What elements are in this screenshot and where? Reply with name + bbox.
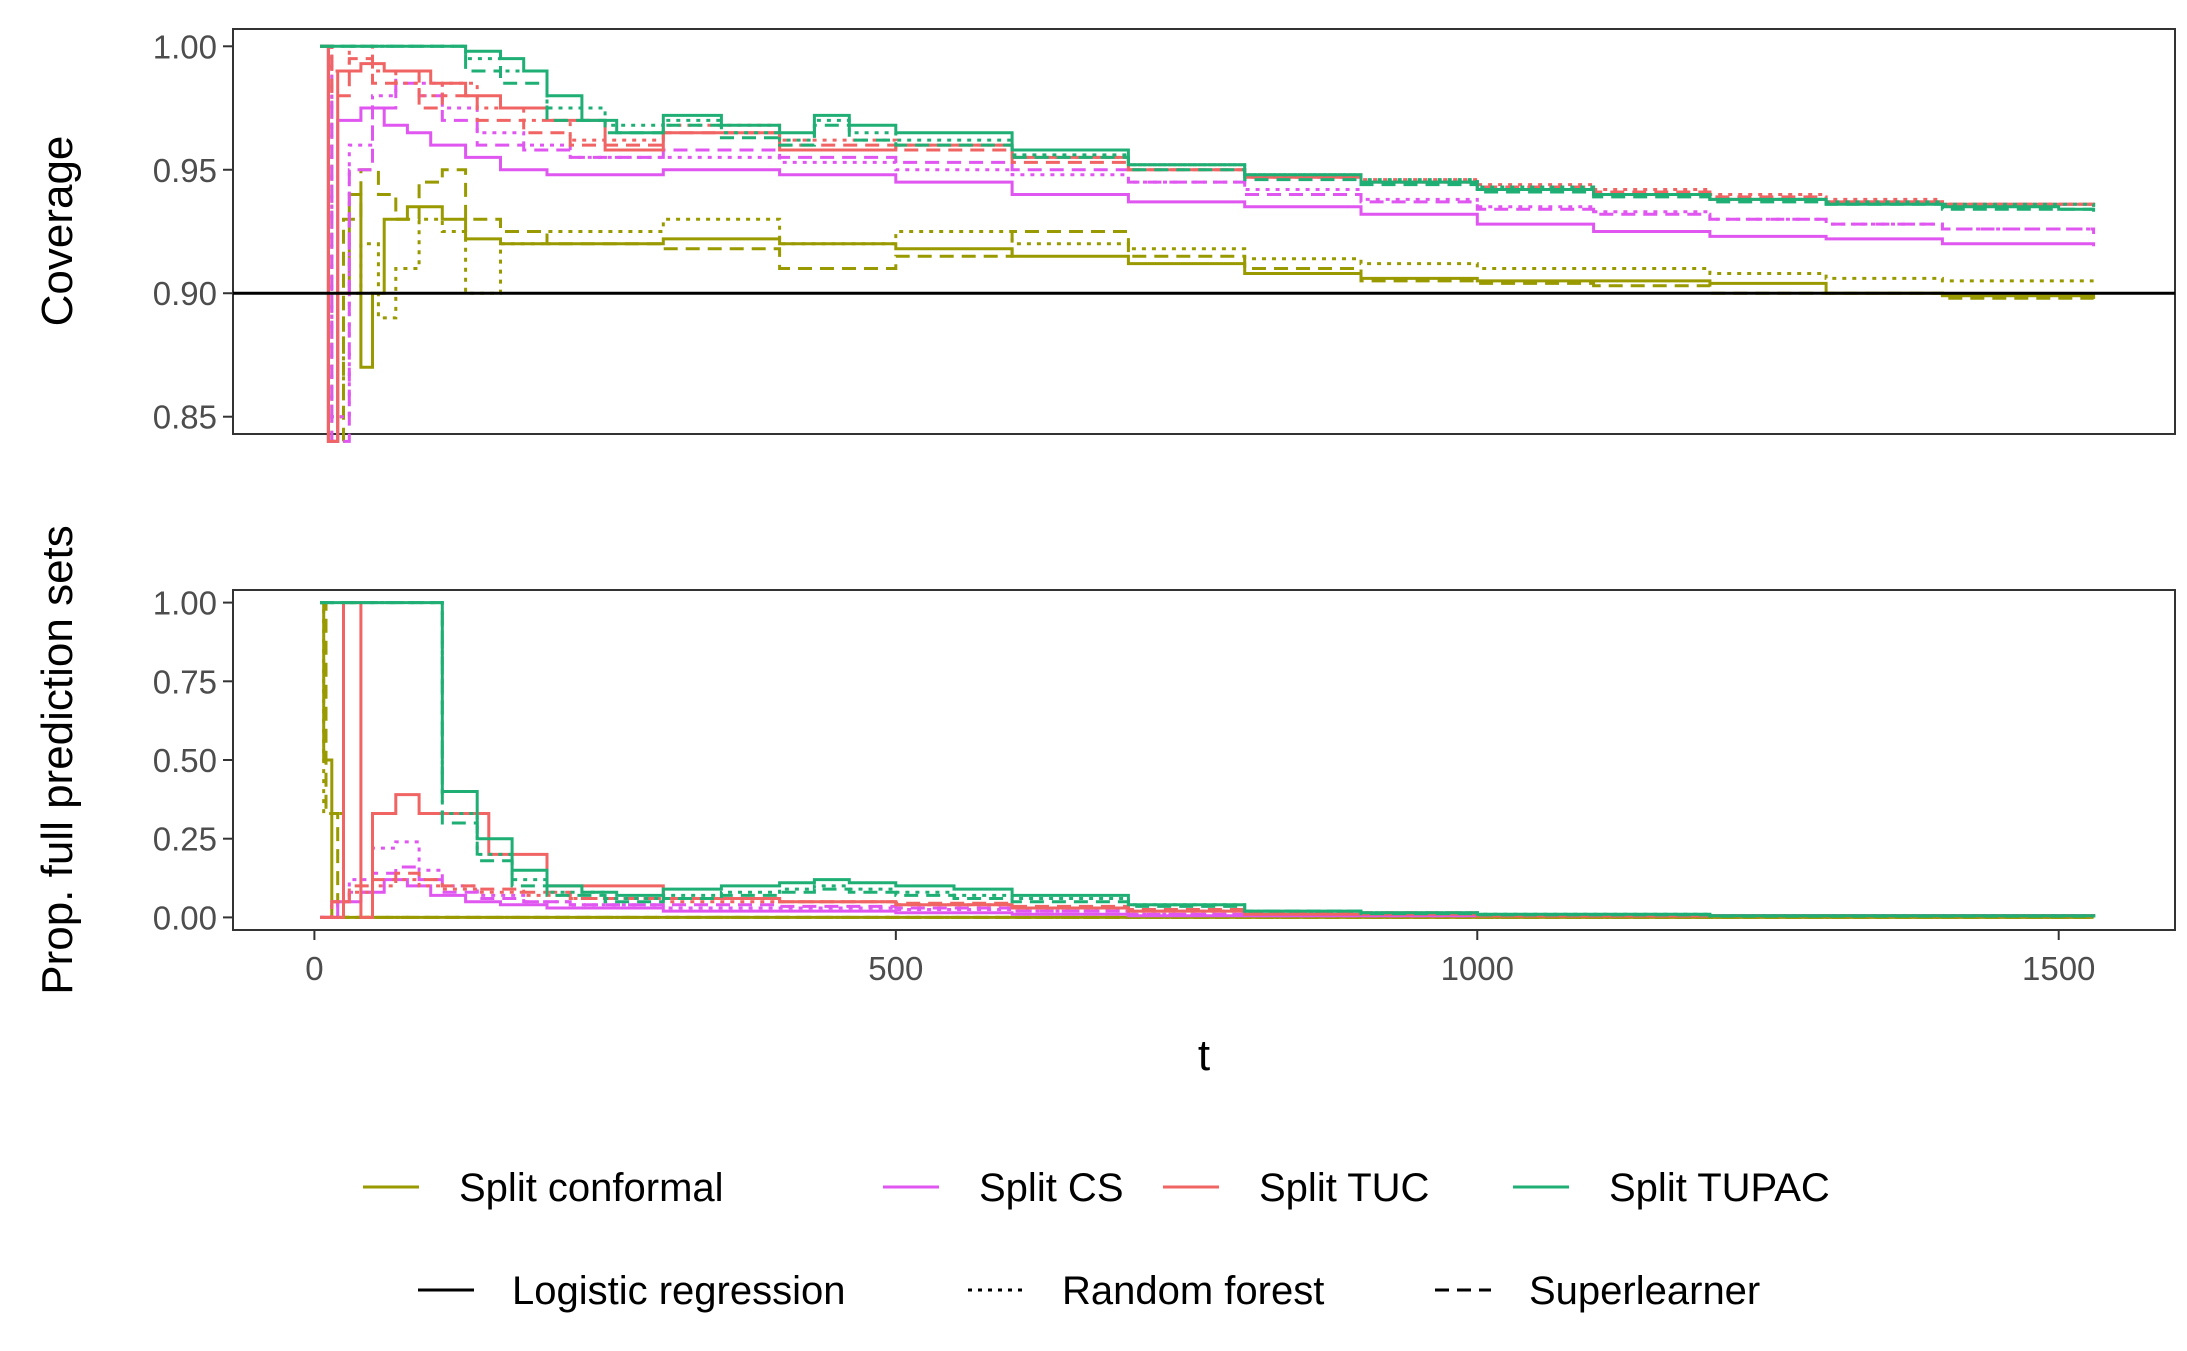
series-line-split-conformal-logistic-regression: [320, 601, 2094, 919]
series-line-split-cs-superlearner: [320, 865, 2096, 919]
y-tick-label: 0.25: [153, 821, 217, 858]
legend-methods: Split conformal Split CS Split TUC Split TU…: [363, 1166, 1830, 1210]
y-tick-label: 0.50: [153, 742, 217, 779]
x-tick-label: 1500: [2022, 950, 2095, 987]
x-tick-label: 500: [868, 950, 923, 987]
x-tick-label: 1000: [1441, 950, 1514, 987]
legend-models: Logistic regression Random forest Superlea…: [418, 1269, 1760, 1313]
series-line-split-conformal-superlearner: [320, 44, 2096, 443]
x-axis-ticks: 0 500 1000 1500: [305, 930, 2095, 987]
series-line-split-tupac-logistic-regression: [320, 601, 2096, 918]
x-axis-title: t: [1198, 1031, 1210, 1080]
series-line-split-cs-logistic-regression: [320, 44, 2096, 443]
y-tick-label: 0.00: [153, 899, 217, 936]
coverage-y-axis-title: Coverage: [33, 136, 82, 327]
coverage-series: [320, 44, 2096, 443]
series-line-split-conformal-logistic-regression: [320, 44, 2096, 443]
series-line-split-tupac-random-forest: [320, 44, 2096, 207]
series-line-split-tupac-random-forest: [320, 601, 2096, 918]
series-line-split-cs-superlearner: [320, 44, 2096, 443]
coverage-panel: 0.85 0.90 0.95 1.00: [153, 28, 2176, 443]
series-line-split-cs-random-forest: [320, 44, 2096, 419]
legend-label-superlearner: Superlearner: [1529, 1269, 1760, 1313]
y-tick-label: 0.75: [153, 663, 217, 700]
legend-label-random-forest: Random forest: [1062, 1269, 1324, 1313]
series-line-split-conformal-random-forest: [320, 601, 2094, 919]
legend-label-split-tupac: Split TUPAC: [1609, 1166, 1830, 1210]
series-line-split-tuc-logistic-regression: [320, 601, 2096, 919]
series-line-split-tupac-superlearner: [320, 44, 2096, 212]
series-line-split-conformal-random-forest: [320, 44, 2094, 419]
legend-label-split-tuc: Split TUC: [1259, 1166, 1429, 1210]
legend-label-split-cs: Split CS: [979, 1166, 1124, 1210]
series-line-split-tuc-random-forest: [320, 44, 2096, 207]
coverage-panel-frame: [232, 28, 2176, 435]
series-line-split-conformal-superlearner: [320, 601, 2094, 919]
y-tick-label: 0.85: [153, 399, 217, 436]
y-tick-label: 0.90: [153, 275, 217, 312]
prop-full-y-axis-title: Prop. full prediction sets: [33, 525, 82, 995]
coverage-y-ticks: 0.85 0.90 0.95 1.00: [153, 28, 233, 436]
prop-full-series: [320, 601, 2096, 919]
series-line-split-tupac-superlearner: [320, 601, 2096, 918]
prop-full-y-ticks: 0.00 0.25 0.50 0.75 1.00: [153, 585, 233, 936]
y-tick-label: 1.00: [153, 585, 217, 622]
y-tick-label: 1.00: [153, 28, 217, 65]
x-tick-label: 0: [305, 950, 323, 987]
prop-full-panel: 0.00 0.25 0.50 0.75 1.00: [153, 585, 2176, 936]
legend-label-logistic-regression: Logistic regression: [512, 1269, 846, 1313]
y-tick-label: 0.95: [153, 152, 217, 189]
series-line-split-tupac-logistic-regression: [320, 44, 2094, 211]
legend-label-split-conformal: Split conformal: [459, 1166, 724, 1210]
